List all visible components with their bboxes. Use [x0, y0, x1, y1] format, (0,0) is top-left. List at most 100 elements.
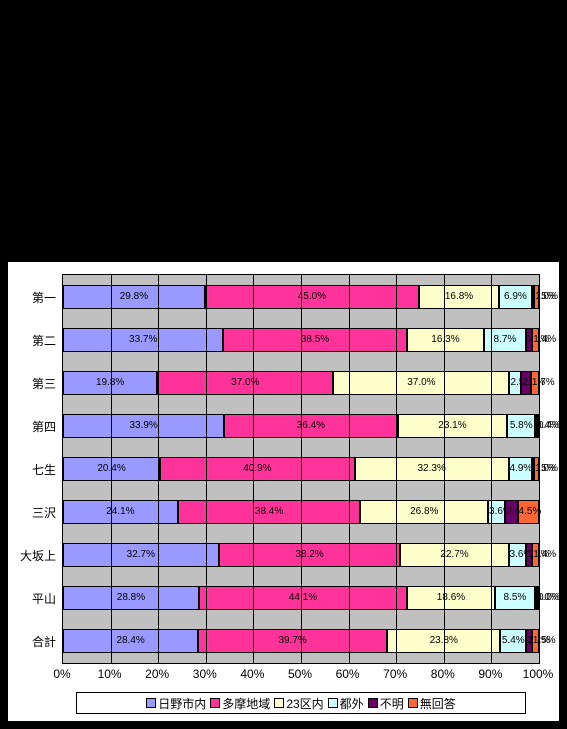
bar-segment: 24.1% — [63, 500, 178, 524]
bar-segment: 2.6% — [505, 500, 517, 524]
value-label: 38.2% — [220, 544, 400, 566]
bar-segment: 16.8% — [419, 285, 499, 309]
y-axis-label: 第三 — [10, 375, 56, 392]
y-axis-label: 第四 — [10, 418, 56, 435]
y-axis-label: 大坂上 — [10, 547, 56, 564]
grid-line — [539, 275, 540, 663]
grid-line — [491, 275, 492, 663]
x-axis-label: 50% — [288, 667, 312, 681]
bar-segment: 1.4% — [532, 543, 539, 567]
bar-segment: 33.9% — [63, 414, 224, 438]
value-label: 6.9% — [500, 286, 531, 308]
legend-swatch — [146, 698, 156, 708]
value-label: 16.3% — [408, 329, 484, 351]
value-label: 29.8% — [64, 286, 204, 308]
value-label: 1.4% — [527, 329, 532, 351]
x-axis-label: 20% — [145, 667, 169, 681]
value-label: 45.0% — [206, 286, 418, 308]
legend-item: 不明 — [368, 695, 404, 712]
value-label: 33.7% — [64, 329, 222, 351]
legend-label: 多摩地域 — [222, 695, 270, 712]
value-label: 8.5% — [496, 587, 534, 609]
bar-segment: 45.0% — [205, 285, 419, 309]
x-axis-label: 70% — [383, 667, 407, 681]
bar-segment: 44.1% — [199, 586, 407, 610]
legend-swatch — [328, 698, 338, 708]
value-label: 2.5% — [510, 372, 520, 394]
value-label: 18.6% — [408, 587, 494, 609]
x-axis-label: 90% — [478, 667, 502, 681]
value-label: 1.2% — [527, 630, 531, 652]
value-label: 2.6% — [506, 501, 516, 523]
legend-swatch — [274, 698, 284, 708]
value-label: 16.8% — [420, 286, 498, 308]
legend-item: 多摩地域 — [210, 695, 270, 712]
value-label: 24.1% — [64, 501, 177, 523]
bar-segment: 2.0% — [521, 371, 531, 395]
bar-segment: 4.5% — [518, 500, 539, 524]
bar-segment: 1.5% — [532, 629, 539, 653]
y-axis-label: 第二 — [10, 332, 56, 349]
value-label: 32.3% — [356, 458, 508, 480]
x-axis-label: 30% — [193, 667, 217, 681]
bar-segment: 32.7% — [63, 543, 219, 567]
bar-segment: 29.8% — [63, 285, 205, 309]
value-label: 36.4% — [225, 415, 396, 437]
y-axis-label: 三沢 — [10, 504, 56, 521]
x-axis-label: 10% — [98, 667, 122, 681]
value-label: 1.7% — [532, 372, 538, 394]
bar-segment: 28.4% — [63, 629, 198, 653]
legend-item: 都外 — [328, 695, 364, 712]
grid-line — [111, 275, 112, 663]
legend-swatch — [408, 698, 418, 708]
legend-swatch — [368, 698, 378, 708]
bar-segment: 26.8% — [360, 500, 488, 524]
value-label: 4.5% — [519, 501, 538, 523]
bar-segment: 28.8% — [63, 586, 199, 610]
bar-segment: 6.9% — [499, 285, 532, 309]
plot-area: 29.8%45.0%16.8%6.9%0.5%1.0%33.7%38.5%16.… — [62, 274, 540, 664]
bar-segment: 1.7% — [531, 371, 539, 395]
bar-segment: 8.5% — [495, 586, 535, 610]
bar-segment: 1.4% — [532, 328, 539, 352]
x-axis-label: 100% — [523, 667, 554, 681]
value-label: 1.4% — [533, 329, 538, 351]
legend-swatch — [210, 698, 220, 708]
value-label: 26.8% — [361, 501, 487, 523]
value-label: 1.0% — [535, 458, 538, 480]
bar-segment: 2.5% — [509, 371, 521, 395]
bar-segment: 38.2% — [219, 543, 401, 567]
legend-label: 23区内 — [286, 695, 323, 712]
x-axis-label: 40% — [240, 667, 264, 681]
value-label: 5.4% — [501, 630, 525, 652]
value-label: 38.5% — [224, 329, 405, 351]
value-label: 1.5% — [533, 630, 538, 652]
bar-segment: 37.0% — [157, 371, 333, 395]
value-label: 1.0% — [535, 286, 538, 308]
value-label: 28.8% — [64, 587, 198, 609]
x-axis-label: 80% — [431, 667, 455, 681]
grid-line — [158, 275, 159, 663]
legend-item: 無回答 — [408, 695, 456, 712]
x-axis-label: 60% — [336, 667, 360, 681]
bar-segment: 1.4% — [526, 328, 533, 352]
chart-container: 29.8%45.0%16.8%6.9%0.5%1.0%33.7%38.5%16.… — [8, 262, 559, 721]
value-label: 33.9% — [64, 415, 223, 437]
legend-label: 都外 — [340, 695, 364, 712]
grid-line — [396, 275, 397, 663]
legend-item: 日野市内 — [146, 695, 206, 712]
bar-segment: 37.0% — [333, 371, 509, 395]
value-label: 39.7% — [199, 630, 386, 652]
bar-segment: 18.6% — [407, 586, 495, 610]
x-axis-label: 0% — [53, 667, 70, 681]
value-label: 1.4% — [533, 544, 538, 566]
bar-segment: 3.6% — [509, 543, 526, 567]
bar-segment: 36.4% — [224, 414, 397, 438]
grid-line — [253, 275, 254, 663]
grid-line — [349, 275, 350, 663]
page-root: 29.8%45.0%16.8%6.9%0.5%1.0%33.7%38.5%16.… — [0, 0, 567, 729]
value-label: 37.0% — [334, 372, 508, 394]
grid-line — [444, 275, 445, 663]
value-label: 32.7% — [64, 544, 218, 566]
legend-label: 日野市内 — [158, 695, 206, 712]
